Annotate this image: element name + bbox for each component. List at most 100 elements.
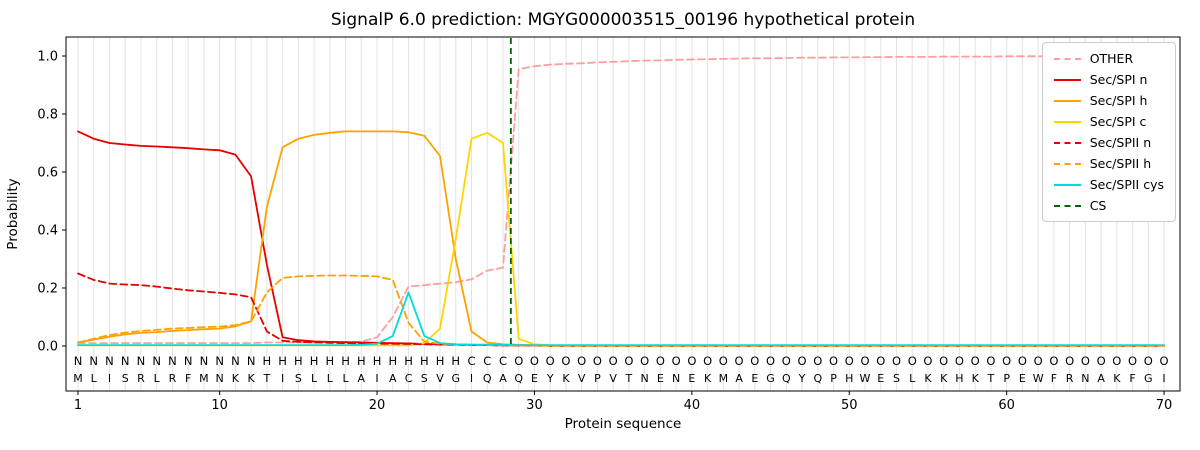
sequence-letter: F	[1129, 372, 1135, 385]
axes-frame	[65, 36, 1181, 392]
sequence-letter: G	[766, 372, 775, 385]
region-letter: O	[1018, 354, 1027, 368]
legend-item-other: OTHER	[1053, 51, 1164, 66]
sequence-letter: M	[199, 372, 209, 385]
sequence-letter: F	[185, 372, 191, 385]
legend-item-cs: CS	[1053, 198, 1164, 213]
y-axis-label: Probability	[5, 178, 21, 249]
sequence-letter: E	[877, 372, 884, 385]
legend-line-sample	[1053, 183, 1081, 186]
series-line-sec-spii-cys	[77, 291, 1165, 347]
sequence-letter: K	[704, 372, 712, 385]
legend-line-sample	[1053, 141, 1081, 144]
region-letter: O	[813, 354, 822, 368]
sequence-letter: E	[531, 372, 538, 385]
sequence-letter: Q	[813, 372, 822, 385]
region-letter: O	[719, 354, 728, 368]
sequence-letter: R	[1066, 372, 1074, 385]
y-tick-label: 0.4	[37, 224, 58, 239]
chart-legend: OTHER Sec/SPI n Sec/SPI h Sec/SPI c Sec/…	[1041, 42, 1176, 222]
region-letter: H	[263, 354, 272, 368]
legend-line-sample	[1053, 57, 1081, 60]
region-letter: N	[200, 354, 209, 368]
sequence-letter: T	[625, 372, 633, 385]
region-letter: O	[892, 354, 901, 368]
region-letter: C	[483, 354, 491, 368]
region-letter: N	[247, 354, 256, 368]
sequence-letter: S	[421, 372, 428, 385]
region-letter: H	[294, 354, 303, 368]
region-letter: H	[278, 354, 287, 368]
x-tick-label: 40	[684, 398, 701, 413]
region-letter: O	[750, 354, 759, 368]
region-letter: O	[1128, 354, 1137, 368]
sequence-letter: E	[751, 372, 758, 385]
region-letter: O	[845, 354, 854, 368]
sequence-letter: Q	[782, 372, 791, 385]
region-letter: H	[436, 354, 445, 368]
sequence-letter: L	[343, 372, 350, 385]
sequence-letter: K	[1113, 372, 1121, 385]
region-letter: O	[1081, 354, 1090, 368]
sequence-letter: P	[1003, 372, 1010, 385]
sequence-letter: L	[154, 372, 161, 385]
y-tick-label: 0.6	[37, 166, 58, 181]
legend-label: CS	[1089, 198, 1107, 213]
x-tick-label: 50	[841, 398, 858, 413]
legend-item-sec-spii-cys: Sec/SPII cys	[1053, 177, 1164, 192]
region-letter: O	[546, 354, 555, 368]
x-tick-label: 70	[1156, 398, 1173, 413]
sequence-letter: F	[1051, 372, 1057, 385]
gridlines-layer	[77, 37, 1165, 391]
region-letter: N	[184, 354, 193, 368]
chart-title: SignalP 6.0 prediction: MGYG000003515_00…	[331, 10, 915, 30]
sequence-letter: I	[470, 372, 473, 385]
sequence-letter: A	[499, 372, 507, 385]
sequence-letter: E	[688, 372, 695, 385]
sequence-letter: T	[987, 372, 995, 385]
series-layer	[77, 38, 1165, 347]
sequence-letter: G	[451, 372, 460, 385]
x-tick-label: 20	[369, 398, 386, 413]
legend-label: Sec/SPII h	[1089, 156, 1152, 171]
legend-label: Sec/SPI h	[1089, 93, 1148, 108]
sequence-letter: L	[909, 372, 916, 385]
region-letter: N	[121, 354, 130, 368]
sequence-letter: W	[860, 372, 871, 385]
sequence-letter: L	[311, 372, 318, 385]
sequence-letter: T	[263, 372, 271, 385]
region-letter: O	[766, 354, 775, 368]
x-tick-label: 10	[211, 398, 228, 413]
sequence-letter: G	[1144, 372, 1153, 385]
sequence-letter: P	[830, 372, 837, 385]
legend-item-sec-spi-h: Sec/SPI h	[1053, 93, 1164, 108]
legend-item-sec-spi-c: Sec/SPI c	[1053, 114, 1164, 129]
region-letter: H	[420, 354, 429, 368]
region-letter: O	[703, 354, 712, 368]
sequence-letter: S	[893, 372, 900, 385]
sequence-letter: N	[641, 372, 649, 385]
legend-line-sample	[1053, 120, 1081, 123]
legend-label: Sec/SPI c	[1089, 114, 1147, 129]
region-letter: N	[89, 354, 98, 368]
region-letter: O	[687, 354, 696, 368]
region-letter: O	[860, 354, 869, 368]
sequence-letter: I	[1162, 372, 1165, 385]
sequence-letter: Y	[798, 372, 806, 385]
region-letter: O	[609, 354, 618, 368]
region-letter: O	[593, 354, 602, 368]
region-letter: H	[341, 354, 350, 368]
sequence-letter: E	[657, 372, 664, 385]
axes-layer: 0.0 0.2 0.4 0.6 0.8 1.0 1 10 20 30 40 50 60 70	[37, 36, 1181, 413]
region-letter: O	[624, 354, 633, 368]
legend-line-sample	[1053, 162, 1081, 165]
region-letter: O	[672, 354, 681, 368]
sequence-letter: Q	[483, 372, 492, 385]
legend-item-sec-spii-n: Sec/SPII n	[1053, 135, 1164, 150]
sequence-letter: Y	[546, 372, 554, 385]
region-letter: H	[388, 354, 397, 368]
sequence-letter: S	[295, 372, 302, 385]
